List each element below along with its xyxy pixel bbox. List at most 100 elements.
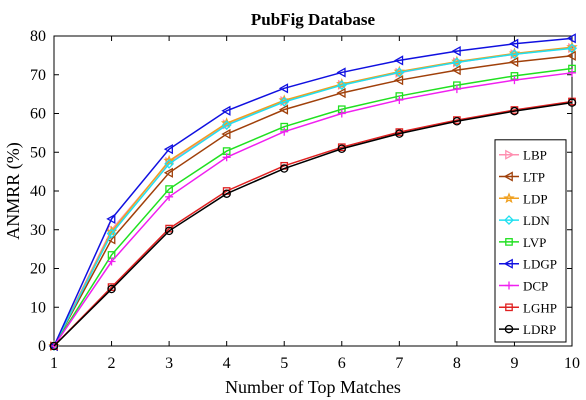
data-point-ldgp bbox=[393, 55, 404, 66]
data-point-dcp bbox=[568, 68, 576, 77]
data-point-ldgp bbox=[566, 33, 576, 44]
legend-swatch-marker bbox=[503, 171, 513, 182]
legend-item-ltp: LTP bbox=[499, 170, 545, 185]
series-line-ltp bbox=[53, 55, 573, 347]
series-layer bbox=[48, 33, 578, 352]
data-point-lvp bbox=[165, 185, 173, 193]
data-point-ldrp bbox=[452, 117, 462, 126]
legend-swatch-marker bbox=[504, 324, 514, 334]
data-point-ldgp bbox=[278, 83, 289, 94]
x-tick-label: 2 bbox=[108, 355, 116, 372]
x-tick-label: 6 bbox=[338, 355, 346, 372]
legend-swatch-marker bbox=[505, 303, 513, 312]
data-point-ldgp bbox=[106, 213, 116, 225]
legend-swatch-marker bbox=[503, 192, 515, 204]
data-point-dcp bbox=[165, 192, 174, 201]
legend-label-ldp: LDP bbox=[523, 191, 548, 206]
y-tick-label: 40 bbox=[30, 183, 46, 200]
x-tick-label: 5 bbox=[280, 355, 288, 372]
data-point-ldn bbox=[336, 80, 347, 91]
legend-box bbox=[494, 139, 567, 343]
data-point-ldn bbox=[221, 120, 232, 131]
data-point-ldrp bbox=[279, 164, 289, 173]
data-point-ldn bbox=[567, 43, 577, 54]
legend-label-ltp: LTP bbox=[523, 170, 545, 185]
legend-swatch-marker bbox=[505, 149, 515, 160]
series-line-ldrp bbox=[53, 101, 573, 347]
data-point-ldp bbox=[393, 65, 406, 77]
data-point-ltp bbox=[163, 167, 173, 178]
data-point-ldn bbox=[451, 57, 462, 68]
data-point-ldgp bbox=[509, 38, 519, 49]
plot-area bbox=[53, 35, 573, 347]
data-point-ltp bbox=[566, 50, 576, 61]
x-tick-label: 10 bbox=[564, 355, 580, 372]
x-tick-label: 8 bbox=[453, 355, 461, 372]
legend-item-ldgp: LDGP bbox=[499, 257, 557, 272]
legend-item-ldn: LDN bbox=[499, 213, 550, 228]
data-point-ldgp bbox=[221, 105, 231, 116]
y-tick-label: 70 bbox=[30, 67, 46, 84]
data-point-ldp bbox=[163, 154, 175, 166]
data-point-ldn bbox=[509, 49, 520, 60]
data-point-dcp bbox=[452, 85, 461, 94]
data-point-ltp bbox=[509, 56, 519, 68]
legend-swatch-marker bbox=[505, 238, 513, 246]
legend-item-ldp: LDP bbox=[499, 191, 548, 206]
data-point-ldrp bbox=[395, 129, 404, 138]
data-point-ltp bbox=[393, 75, 404, 86]
series-line-ldn bbox=[53, 47, 573, 347]
legend-item-lbp: LBP bbox=[499, 148, 547, 163]
data-point-ldrp bbox=[337, 144, 347, 154]
legend-item-lghp: LGHP bbox=[499, 300, 557, 315]
legend-swatch-marker bbox=[503, 258, 513, 269]
y-tick-label: 20 bbox=[30, 261, 46, 278]
data-point-ldrp bbox=[510, 106, 519, 116]
x-tick-label: 4 bbox=[223, 355, 231, 372]
data-point-dcp bbox=[395, 95, 404, 104]
data-point-dcp bbox=[337, 109, 346, 118]
data-point-ldgp bbox=[336, 67, 346, 78]
legend-swatch-marker bbox=[505, 281, 513, 290]
y-axis-label: ANMRR (%) bbox=[3, 142, 24, 240]
data-point-ldp bbox=[508, 47, 521, 59]
series-line-ldp bbox=[53, 46, 573, 347]
y-tick-label: 60 bbox=[30, 106, 46, 123]
legend-label-lghp: LGHP bbox=[523, 300, 557, 315]
data-point-ldn bbox=[164, 158, 175, 169]
y-tick-label: 10 bbox=[30, 299, 46, 316]
x-tick-label: 3 bbox=[165, 355, 173, 372]
x-axis-label: Number of Top Matches bbox=[225, 377, 401, 397]
data-point-ldrp bbox=[567, 98, 577, 107]
data-point-ldn bbox=[394, 67, 405, 78]
legend-label-lbp: LBP bbox=[523, 148, 547, 163]
legend: LBP LTP LDP LDN LVP LDGP DCP LGHP LDRP bbox=[494, 139, 567, 343]
data-point-ldgp bbox=[451, 46, 461, 57]
data-point-ldgp bbox=[163, 144, 173, 155]
legend-swatch-marker bbox=[504, 215, 514, 226]
data-point-ldrp bbox=[164, 226, 174, 236]
legend-label-ldgp: LDGP bbox=[523, 257, 557, 272]
data-point-ldn bbox=[279, 96, 290, 107]
series-line-lvp bbox=[53, 67, 573, 347]
series-line-lghp bbox=[53, 100, 573, 347]
data-point-ldp bbox=[451, 55, 463, 67]
chart-title: PubFig Database bbox=[251, 10, 376, 29]
y-tick-label: 0 bbox=[38, 338, 46, 355]
data-point-ltp bbox=[221, 128, 231, 140]
legend-item-dcp: DCP bbox=[499, 279, 548, 294]
data-point-ltp bbox=[278, 104, 289, 115]
data-point-ldrp bbox=[49, 341, 59, 351]
data-point-ldrp bbox=[222, 189, 231, 198]
y-tick-label: 50 bbox=[30, 144, 46, 161]
data-point-ltp bbox=[336, 87, 346, 99]
y-axis: 0 10 20 30 40 50 60 70 80 bbox=[30, 28, 572, 355]
series-ltp bbox=[48, 50, 576, 352]
x-tick-label: 7 bbox=[395, 355, 403, 372]
data-point-ldn bbox=[106, 228, 117, 239]
data-point-ldrp bbox=[107, 284, 116, 294]
series-ldrp bbox=[49, 98, 577, 351]
x-tick-label: 9 bbox=[510, 355, 518, 372]
data-point-dcp bbox=[280, 127, 289, 136]
